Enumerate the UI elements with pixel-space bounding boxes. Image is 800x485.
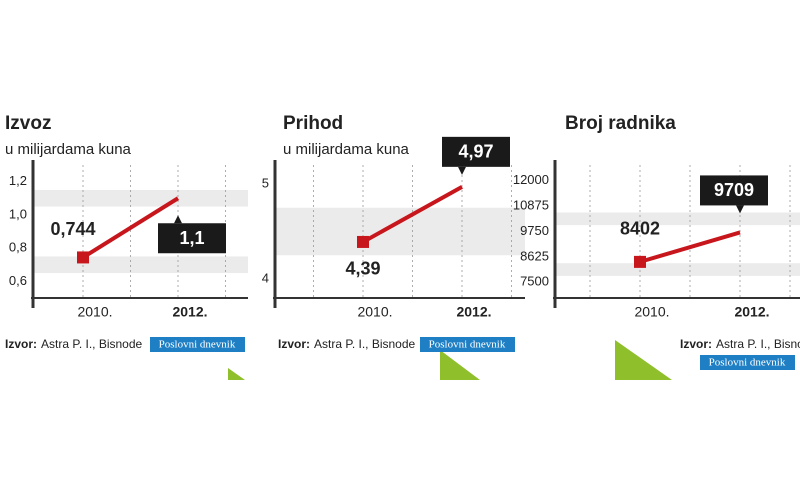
label-box [442, 136, 510, 167]
y-tick-label: 9750 [520, 223, 549, 238]
point [77, 251, 89, 264]
label-box [158, 223, 226, 254]
x-tick-label: 2010. [357, 304, 392, 320]
y-tick-label: 0,8 [9, 240, 27, 255]
point [357, 235, 369, 248]
source-label: Izvor: [278, 337, 310, 351]
label-pointer [736, 205, 744, 214]
y-tick-label: 12000 [513, 172, 549, 187]
source-text: Astra P. I., Bisnode [716, 337, 800, 351]
value-label: 1,1 [179, 228, 204, 248]
value-label: 4,97 [458, 142, 493, 162]
y-tick-label: 4 [262, 270, 269, 285]
logo: Poslovni dnevnik [159, 339, 236, 351]
line [81, 196, 180, 260]
source: Izvor: Astra P. I., Bisnode [278, 337, 416, 351]
value-label: 9709 [714, 180, 754, 200]
x-tick-label: 2012. [456, 304, 491, 320]
y-tick-label: 1,2 [9, 173, 27, 188]
chart-title: Broj radnika [565, 113, 676, 134]
line [639, 230, 741, 264]
source-text: Astra P. I., Bisnode [314, 337, 415, 351]
y-tick-label: 8625 [520, 248, 549, 263]
decor-triangle [440, 350, 480, 380]
y-tick-label: 1,0 [9, 206, 27, 221]
grid-band [33, 189, 248, 207]
chart-title: Prihod [283, 113, 343, 134]
logo-box [150, 337, 245, 352]
x-tick-label: 2010. [77, 304, 112, 320]
source: Izvor: Astra P. I., Bisnode [5, 337, 143, 351]
source: Izvor: Astra P. I., Bisnode [680, 337, 800, 351]
y-tick-label: 10875 [513, 198, 549, 213]
label-box [700, 175, 768, 206]
label-pointer [174, 215, 182, 224]
y-tick-label: 7500 [520, 274, 549, 289]
logo-box [420, 337, 515, 352]
source-label: Izvor: [5, 337, 37, 351]
x-tick-label: 2012. [172, 304, 207, 320]
y-tick-label: 0,6 [9, 273, 27, 288]
grid-band [33, 256, 248, 274]
line [362, 185, 463, 244]
source-label: Izvor: [680, 337, 712, 351]
grid-band [555, 212, 800, 226]
source-text: Astra P. I., Bisnode [41, 337, 142, 351]
grid-band [275, 207, 525, 256]
chart-subtitle: u milijardama kuna [283, 141, 410, 158]
logo: Poslovni dnevnik [429, 339, 506, 351]
y-tick-label: 5 [262, 175, 269, 190]
label-pointer [458, 166, 466, 175]
logo-box [700, 355, 795, 370]
x-tick-label: 2010. [634, 304, 669, 320]
point [634, 255, 646, 268]
logo: Poslovni dnevnik [709, 357, 786, 369]
value-label: 8402 [620, 219, 660, 239]
value-label: 0,744 [50, 219, 95, 239]
decor-triangle [228, 368, 245, 380]
value-label: 4,39 [345, 259, 380, 279]
x-tick-label: 2012. [734, 304, 769, 320]
decor-triangle [615, 340, 672, 380]
chart-subtitle: u milijardama kuna [5, 141, 132, 158]
chart-title: Izvoz [5, 113, 51, 134]
grid-band [555, 263, 800, 276]
